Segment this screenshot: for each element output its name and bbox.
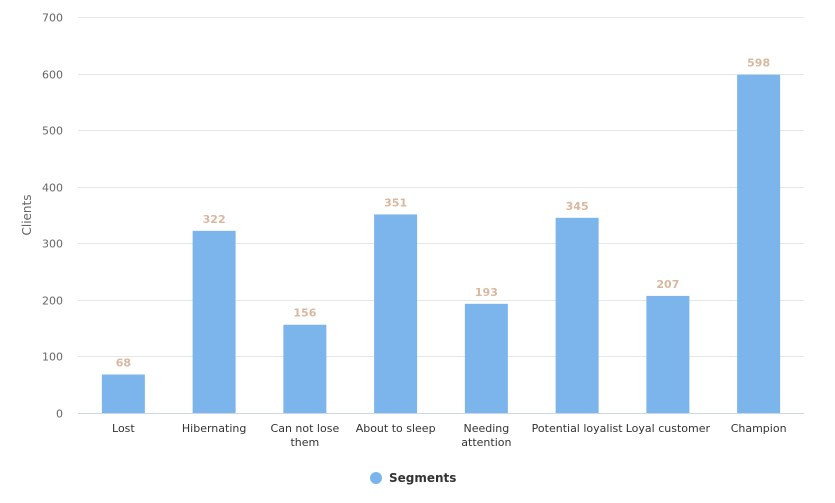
- y-tick-label: 300: [42, 238, 63, 251]
- bar[interactable]: [374, 214, 418, 413]
- legend[interactable]: Segments: [370, 471, 456, 485]
- x-category-label: Can not lose: [271, 422, 340, 435]
- bar[interactable]: [646, 295, 690, 413]
- y-tick-label: 600: [42, 69, 63, 82]
- data-label: 207: [656, 278, 679, 291]
- bar[interactable]: [464, 303, 508, 413]
- data-label: 156: [293, 307, 316, 320]
- x-category-label: attention: [461, 436, 511, 449]
- bar[interactable]: [555, 217, 599, 413]
- x-category-label: Loyal customer: [626, 422, 711, 435]
- x-category-label: About to sleep: [356, 422, 436, 435]
- y-tick-label: 500: [42, 125, 63, 138]
- data-label: 598: [747, 57, 770, 70]
- x-category-label: Champion: [731, 422, 787, 435]
- legend-series-marker[interactable]: [370, 472, 382, 484]
- data-label: 322: [203, 213, 226, 226]
- data-label: 351: [384, 196, 407, 209]
- bar[interactable]: [737, 74, 781, 414]
- y-tick-label: 700: [42, 12, 63, 25]
- data-labels: 68 322 156 351 193 345 207 598: [116, 57, 770, 370]
- y-axis-title: Clients: [20, 195, 34, 236]
- bar[interactable]: [283, 324, 327, 413]
- y-axis-ticks: 0 100 200 300 400 500 600 700: [42, 12, 63, 421]
- y-tick-label: 200: [42, 295, 63, 308]
- data-label: 193: [475, 286, 498, 299]
- x-category-label: Needing: [463, 422, 509, 435]
- grid-lines: [78, 17, 804, 357]
- y-tick-label: 100: [42, 351, 63, 364]
- data-label: 68: [116, 357, 131, 370]
- bar[interactable]: [192, 230, 236, 413]
- bars: [101, 74, 781, 414]
- legend-series-label[interactable]: Segments: [389, 471, 456, 485]
- x-category-label: Hibernating: [182, 422, 246, 435]
- x-category-label: them: [290, 436, 319, 449]
- bar[interactable]: [101, 374, 145, 413]
- x-category-label: Lost: [112, 422, 135, 435]
- data-label: 345: [566, 200, 589, 213]
- y-tick-label: 400: [42, 182, 63, 195]
- y-tick-label: 0: [56, 408, 63, 421]
- x-category-label: Potential loyalist: [532, 422, 624, 435]
